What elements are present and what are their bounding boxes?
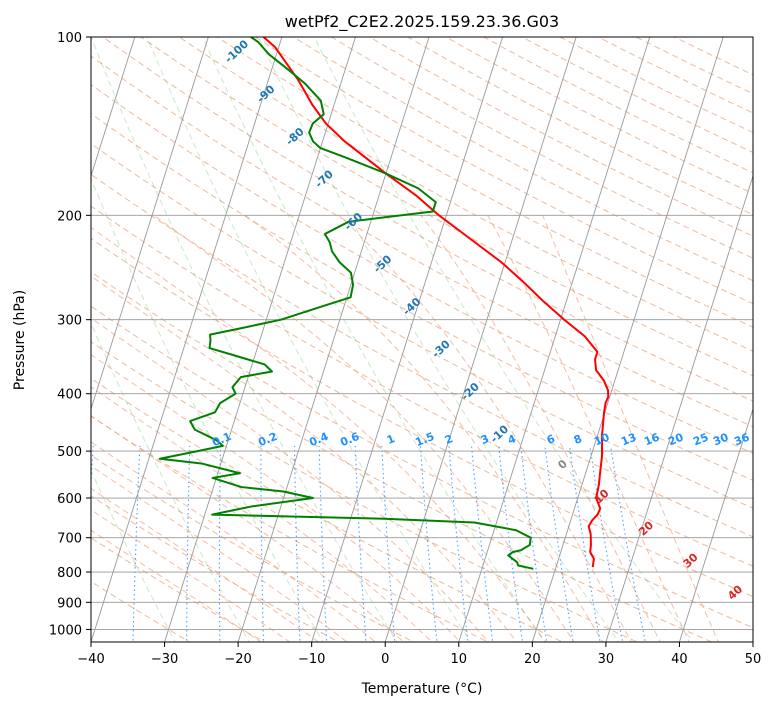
y-tick-label: 800 bbox=[57, 566, 82, 581]
y-tick-label: 1000 bbox=[49, 623, 82, 638]
y-tick-label: 600 bbox=[57, 492, 82, 507]
mixing-ratio-label: 13 bbox=[619, 431, 638, 449]
isotherm-line bbox=[678, 407, 753, 642]
y-axis-title: Pressure (hPa) bbox=[12, 290, 28, 390]
x-tick-label: 20 bbox=[524, 652, 541, 667]
dry-adiabat bbox=[91, 84, 753, 454]
y-tick-label: 300 bbox=[57, 314, 82, 329]
moist-adiabat bbox=[91, 317, 490, 642]
x-tick-label: −40 bbox=[77, 652, 104, 667]
chart-title: wetPf2_C2E2.2025.159.23.36.G03 bbox=[285, 12, 559, 32]
x-tick-label: 50 bbox=[745, 652, 762, 667]
moist-adiabat bbox=[244, 214, 604, 642]
moist-adiabat bbox=[542, 215, 719, 642]
y-tick-label: 500 bbox=[57, 445, 82, 460]
isotherm-line bbox=[384, 37, 577, 642]
y-tick-label: 900 bbox=[57, 596, 82, 611]
mixing-ratio-label: 3 bbox=[479, 432, 491, 447]
dry-adiabat bbox=[216, 37, 753, 328]
isotherm-line bbox=[164, 37, 356, 642]
grid-lines bbox=[91, 37, 753, 642]
y-tick-label: 100 bbox=[57, 31, 82, 46]
dry-adiabat bbox=[91, 271, 753, 629]
dry-adiabat bbox=[91, 113, 753, 481]
guide-curve bbox=[313, 37, 694, 642]
plot-frame bbox=[90, 36, 754, 643]
dry-adiabat bbox=[102, 37, 753, 402]
dry-adiabat bbox=[91, 377, 564, 642]
dry-adiabat bbox=[91, 341, 639, 642]
mixing-ratio-label: 25 bbox=[691, 431, 710, 449]
mixing-ratio-label: 2 bbox=[443, 432, 455, 447]
x-tick-label: 10 bbox=[451, 652, 468, 667]
x-tick-label: −30 bbox=[151, 652, 178, 667]
dry-adiabat bbox=[140, 37, 753, 377]
sounding-profiles bbox=[158, 37, 610, 570]
x-axis: −40 −30 −20 −10 0 10 20 30 40 50 bbox=[77, 642, 761, 667]
x-tick-label: −10 bbox=[298, 652, 325, 667]
isotherm-line bbox=[91, 37, 283, 642]
isotherm-line bbox=[605, 174, 753, 642]
dry-adiabat bbox=[91, 495, 340, 642]
y-tick-label: 700 bbox=[57, 532, 82, 547]
y-tick-label: 200 bbox=[57, 209, 82, 224]
guide-curve bbox=[91, 469, 176, 642]
y-axis: 100 200 300 400 500 600 700 800 900 1000 bbox=[49, 31, 91, 638]
x-tick-label: 40 bbox=[671, 652, 688, 667]
moist-adiabat bbox=[91, 465, 348, 642]
dry-adiabat bbox=[91, 173, 753, 538]
mixing-ratio-label: 36 bbox=[732, 431, 751, 449]
series-line-1 bbox=[158, 37, 534, 570]
guide-curve bbox=[202, 37, 546, 642]
dry-adiabat bbox=[91, 580, 191, 642]
isotherm-line bbox=[91, 37, 136, 178]
moist-adiabat bbox=[338, 214, 632, 642]
mixing-ratio-label: 8 bbox=[572, 432, 584, 447]
mixing-ratio-label: 1 bbox=[385, 432, 397, 447]
guide-curve bbox=[257, 37, 620, 642]
x-tick-label: 30 bbox=[598, 652, 615, 667]
mixing-ratio-label: 16 bbox=[642, 431, 661, 449]
isotherm-line bbox=[531, 37, 724, 642]
moist-adiabat bbox=[91, 226, 546, 642]
background-lines bbox=[91, 37, 753, 642]
mixing-ratio-label: 30 bbox=[711, 431, 730, 449]
isotherm-line bbox=[311, 37, 504, 642]
moist-adiabat bbox=[91, 275, 518, 642]
y-tick-label: 400 bbox=[57, 388, 82, 403]
moist-adiabat bbox=[487, 215, 690, 642]
moist-adiabat bbox=[91, 386, 433, 642]
series-line-0 bbox=[262, 37, 610, 568]
dry-adiabat bbox=[91, 305, 714, 642]
guide-curve bbox=[91, 177, 324, 642]
moist-adiabat bbox=[91, 509, 291, 642]
isotherm-line bbox=[237, 37, 430, 642]
mixing-ratio-line bbox=[610, 445, 646, 642]
moist-adiabat bbox=[420, 215, 661, 642]
dry-adiabat bbox=[91, 454, 415, 642]
moist-adiabat bbox=[153, 214, 575, 642]
moist-adiabat bbox=[91, 441, 377, 642]
mixing-ratio-label: 20 bbox=[666, 431, 685, 449]
moist-adiabat bbox=[91, 487, 320, 642]
moist-adiabat bbox=[91, 415, 405, 642]
x-axis-title: Temperature (°C) bbox=[361, 681, 483, 697]
moist-adiabat bbox=[91, 353, 461, 642]
dry-adiabat bbox=[91, 143, 753, 509]
dry-adiabat bbox=[91, 205, 753, 567]
isotherm-line bbox=[458, 37, 651, 642]
guide-curve bbox=[146, 37, 472, 642]
x-tick-label: 0 bbox=[381, 652, 389, 667]
mixing-ratio-label: 10 bbox=[592, 431, 611, 449]
isotherm-line bbox=[91, 37, 209, 411]
dry-adiabat bbox=[91, 415, 490, 642]
x-tick-label: −20 bbox=[224, 652, 251, 667]
dry-adiabat bbox=[254, 37, 753, 305]
